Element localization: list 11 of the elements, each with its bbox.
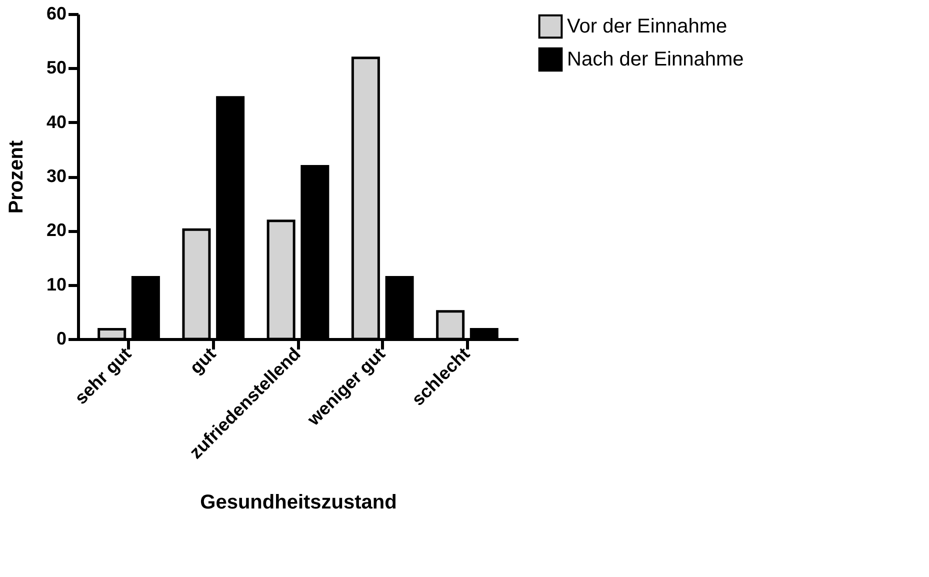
y-axis-title: Prozent <box>5 140 28 214</box>
y-tick-label: 40 <box>46 112 66 132</box>
y-tick-label: 10 <box>46 274 66 294</box>
y-tick-label: 0 <box>56 328 66 348</box>
y-tick-label: 20 <box>46 220 66 240</box>
y-tick-label: 50 <box>46 58 66 78</box>
legend-label: Vor der Einnahme <box>567 16 728 38</box>
y-tick-label: 30 <box>46 166 66 186</box>
y-tick-label: 60 <box>46 4 66 24</box>
legend-label: Nach der Einnahme <box>567 48 744 70</box>
x-axis-title: Gesundheitszustand <box>200 492 397 514</box>
